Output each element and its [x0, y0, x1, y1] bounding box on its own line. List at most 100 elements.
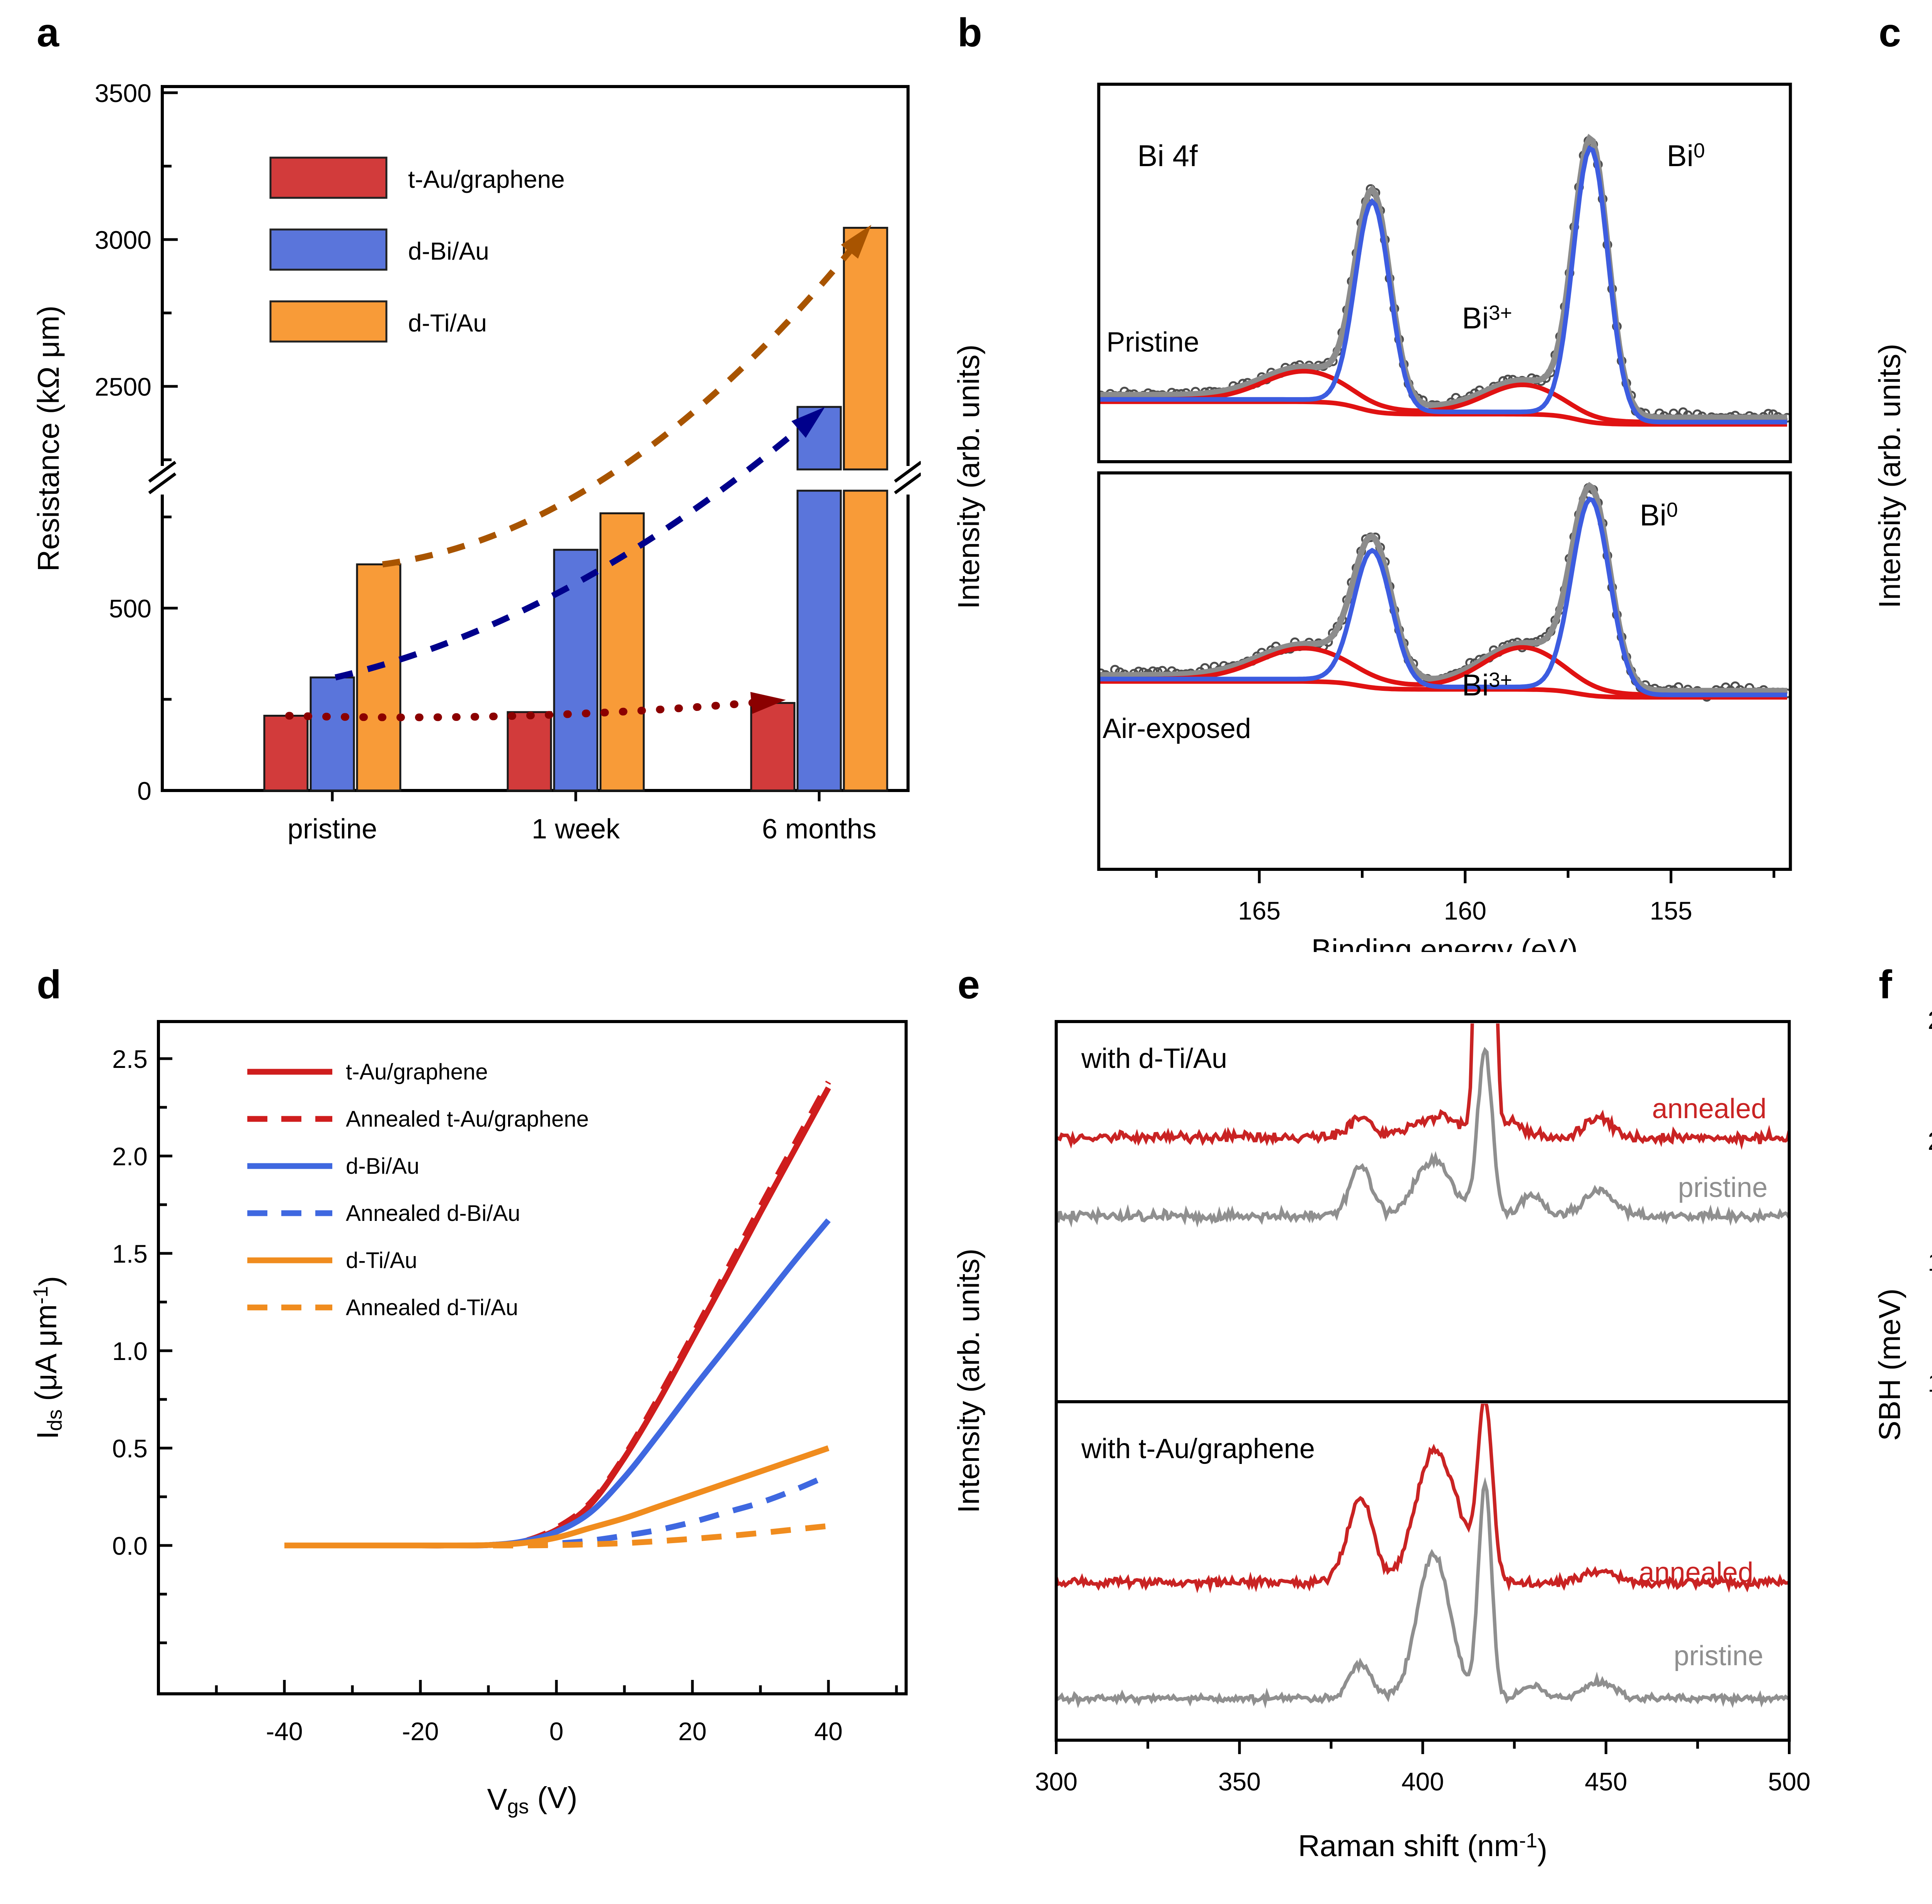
e-xtick: 400	[1401, 1767, 1444, 1796]
legend-swatch	[269, 156, 388, 199]
d-series-Annealed t-Au/graphene	[284, 1080, 831, 1549]
d-axes	[158, 1057, 898, 1694]
d-series-Annealed d-Ti/Au	[284, 1523, 829, 1549]
b-subpanel-1	[1100, 482, 1789, 702]
e-subpanel-title: with t-Au/graphene	[1081, 1433, 1315, 1464]
b-component-Bi0 doublet	[1100, 145, 1787, 425]
b-frame	[1097, 83, 1792, 463]
d-ytick: 1.0	[112, 1337, 148, 1365]
e-subpanel-1	[1058, 1404, 1788, 1709]
b-component-background	[1100, 679, 1787, 700]
a-ytick: 2500	[95, 372, 151, 401]
panel-f-letter: f	[1879, 962, 1892, 1007]
panel-a: a 0 500 2500 3000 3500 pristine 1 week 6 months…	[0, 0, 921, 952]
a-ytick: 0	[137, 777, 151, 805]
d-legend-label: Annealed d-Ti/Au	[346, 1295, 518, 1320]
d-xtick: 20	[678, 1717, 706, 1746]
d-xlabel: Vgs (V)	[487, 1781, 578, 1818]
panel-d-chart: -40 -20 0 20 40 0.0 0.5 1.0 1.5 2.0 2.5 Vgs (V) Ids …	[29, 1020, 908, 1818]
e-trace-annealed	[1058, 1404, 1788, 1594]
bar-d-Bi/Au	[553, 549, 599, 792]
panel-a-chart: 0 500 2500 3000 3500 pristine 1 week 6 months Re…	[31, 79, 921, 845]
f-ytick: 200	[1928, 1127, 1932, 1155]
panel-c: c Ti 2pTi0Ti3+PristineTi4+Ti3+Air-expose…	[1842, 0, 1932, 952]
d-ylabel: Ids (μA μm-1)	[29, 1276, 67, 1440]
b-annotation: Bi3+	[1462, 668, 1512, 702]
d-series-Annealed d-Bi/Au	[284, 1472, 830, 1549]
panel-b-letter: b	[957, 10, 982, 55]
b-envelope	[1100, 482, 1787, 694]
f-ytick: 160	[1928, 1248, 1932, 1276]
a-ytick: 3000	[95, 226, 151, 254]
e-trace-label: annealed	[1652, 1093, 1766, 1124]
e-x-axis	[1055, 1740, 1791, 1754]
a-ytick: 3500	[95, 79, 151, 107]
trend-arrow-head	[791, 407, 825, 438]
a-category: 1 week	[532, 814, 620, 845]
e-subpanel-0	[1058, 1023, 1788, 1228]
panel-e-chart: annealed pristine with d-Ti/Au annealed pris…	[952, 1020, 1811, 1867]
b-xtick: 165	[1238, 896, 1281, 925]
d-ytick: 0.0	[112, 1532, 148, 1560]
b-annotation: Bi3+	[1462, 301, 1512, 335]
d-xtick: 0	[549, 1717, 564, 1746]
b-data-points	[1100, 483, 1789, 702]
trend-arrow-head	[841, 224, 871, 259]
c-ylabel: Intensity (arb. units)	[1872, 344, 1906, 609]
b-envelope	[1100, 134, 1787, 421]
d-frame	[157, 1020, 908, 1695]
e-xtick: 500	[1768, 1767, 1810, 1796]
d-ytick: 0.5	[112, 1434, 148, 1463]
panel-e: e annealed pristine with d-Ti/Au annealed pr…	[921, 952, 1842, 1904]
b-annotation: Bi 4f	[1138, 139, 1198, 173]
d-legend-label: d-Ti/Au	[346, 1248, 417, 1273]
b-annotation: Bi0	[1667, 139, 1705, 173]
bar-d-Ti/Au	[843, 490, 888, 792]
bar-d-Bi/Au	[796, 490, 842, 792]
panel-c-chart: Ti 2pTi0Ti3+PristineTi4+Ti3+Air-exposed4…	[1872, 344, 1906, 609]
b-data-points	[1100, 136, 1789, 425]
e-trace-label: pristine	[1678, 1172, 1767, 1203]
legend-label: t-Au/graphene	[408, 165, 565, 193]
a-category: pristine	[287, 814, 377, 845]
d-legend-label: t-Au/graphene	[346, 1059, 488, 1085]
a-ytick: 500	[109, 594, 151, 623]
b-xlabel: Binding energy (eV)	[1311, 933, 1578, 952]
e-ylabel: Intensity (arb. units)	[952, 1249, 986, 1513]
legend-swatch	[269, 300, 388, 343]
b-xtick: 155	[1650, 896, 1692, 925]
bar-t-Au/graphene	[750, 702, 796, 792]
bar-t-Au/graphene	[507, 711, 552, 792]
d-ytick: 1.5	[112, 1239, 148, 1268]
bar-d-Bi/Au	[310, 676, 355, 792]
panel-a-letter: a	[37, 10, 59, 55]
d-ytick: 2.0	[112, 1142, 148, 1171]
d-xtick: -40	[266, 1717, 303, 1746]
panel-e-letter: e	[957, 962, 980, 1007]
panel-d: d -40 -20 0 20 40 0.0 0.5 1.0 1.5 2.0 2.5 Vgs (V) Id…	[0, 952, 921, 1904]
e-xlabel: Raman shift (nm-1)	[1298, 1829, 1547, 1867]
e-trace-label: annealed	[1639, 1557, 1753, 1588]
e-subpanel-title: with d-Ti/Au	[1081, 1043, 1227, 1074]
panel-f-chart: 00.511.54080120160200240Anneal time (h)S…	[1872, 1006, 1932, 1441]
legend-swatch	[269, 228, 388, 271]
panel-d-letter: d	[37, 962, 61, 1007]
a-trend-arrows	[285, 236, 863, 721]
d-series-d-Ti/Au	[284, 1445, 830, 1549]
e-trace-annealed	[1058, 1023, 1788, 1150]
d-legend-label: Annealed t-Au/graphene	[346, 1107, 589, 1132]
panel-c-letter: c	[1879, 10, 1901, 55]
e-frame	[1054, 1020, 1791, 1742]
panel-b: b Bi 4f Bi0 Bi3+ Pristine Bi0 Bi3+ Air-exposed…	[921, 0, 1842, 952]
b-annotation: Bi0	[1640, 498, 1678, 532]
a-axes	[162, 91, 821, 801]
f-ytick: 240	[1928, 1006, 1932, 1034]
bar-d-Ti/Au	[843, 227, 888, 471]
bar-d-Ti/Au	[356, 563, 401, 792]
e-trace-label: pristine	[1673, 1640, 1763, 1671]
b-annotation: Pristine	[1107, 327, 1199, 358]
b-ylabel: Intensity (arb. units)	[952, 345, 986, 609]
trend-arrow-head	[750, 692, 786, 714]
e-xtick: 350	[1218, 1767, 1261, 1796]
